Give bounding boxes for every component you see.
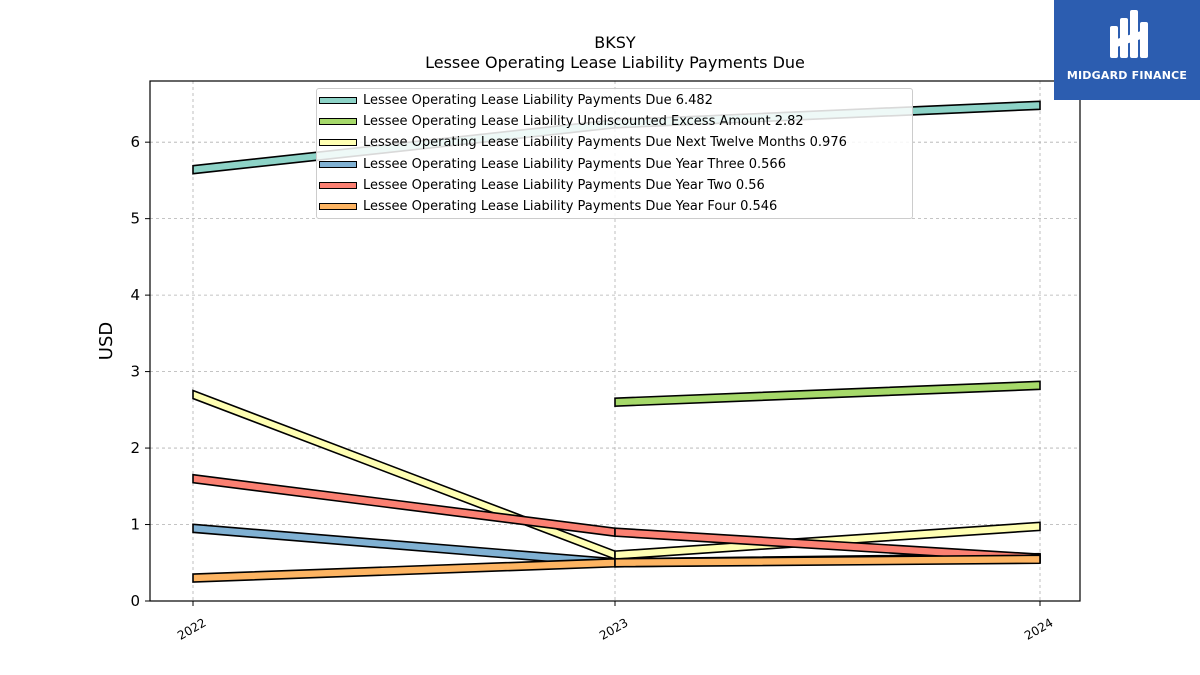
y-tick-label: 2 — [130, 439, 140, 457]
series-line — [614, 380, 1041, 408]
legend-item: Lessee Operating Lease Liability Payment… — [317, 198, 907, 216]
legend-item: Lessee Operating Lease Liability Payment… — [317, 156, 907, 174]
y-tick-label: 5 — [130, 210, 140, 228]
legend-swatch — [319, 139, 357, 147]
logo-mark-icon — [1110, 10, 1148, 58]
series-segment — [614, 380, 1041, 408]
x-axis: 2022 2023 2024 — [175, 601, 1056, 643]
y-tick-label: 6 — [130, 133, 140, 151]
y-tick-label: 3 — [130, 363, 140, 381]
series-segment — [192, 557, 616, 583]
brand-logo: MIDGARD FINANCE — [1054, 0, 1200, 100]
legend-swatch — [319, 118, 357, 126]
chart-subtitle: Lessee Operating Lease Liability Payment… — [425, 53, 805, 72]
y-tick-label: 4 — [130, 286, 140, 304]
series-segment — [614, 554, 1041, 568]
series-line — [192, 554, 1041, 583]
x-tick-label: 2024 — [1022, 615, 1055, 642]
legend-label: Lessee Operating Lease Liability Payment… — [363, 93, 713, 108]
legend-label: Lessee Operating Lease Liability Payment… — [363, 135, 847, 151]
legend-swatch — [319, 181, 357, 189]
chart-legend: Lessee Operating Lease Liability Payment… — [316, 88, 913, 219]
legend-item: Lessee Operating Lease Liability Payment… — [317, 177, 907, 195]
x-tick-label: 2022 — [175, 615, 208, 642]
legend-label: Lessee Operating Lease Liability Payment… — [363, 177, 765, 193]
y-tick-label: 0 — [130, 592, 140, 610]
legend-item: Lessee Operating Lease Liability Payment… — [317, 92, 907, 110]
y-axis-label: USD — [96, 322, 117, 360]
series-segment — [192, 473, 616, 538]
legend-label: Lessee Operating Lease Liability Payment… — [363, 156, 786, 172]
legend-item: Lessee Operating Lease Liability Undisco… — [317, 113, 907, 131]
logo-text: MIDGARD FINANCE — [1066, 69, 1188, 82]
legend-swatch — [319, 160, 357, 168]
y-axis: 0 1 2 3 4 5 6 — [130, 133, 150, 610]
legend-swatch — [319, 203, 357, 210]
chart-title: BKSY — [594, 33, 636, 52]
legend-label: Lessee Operating Lease Liability Payment… — [363, 199, 778, 214]
y-tick-label: 1 — [130, 516, 140, 534]
legend-label: Lessee Operating Lease Liability Undisco… — [363, 114, 804, 130]
legend-item: Lessee Operating Lease Liability Payment… — [317, 134, 907, 152]
series-line — [192, 473, 1041, 564]
x-tick-label: 2023 — [597, 615, 630, 642]
legend-swatch — [319, 97, 357, 104]
